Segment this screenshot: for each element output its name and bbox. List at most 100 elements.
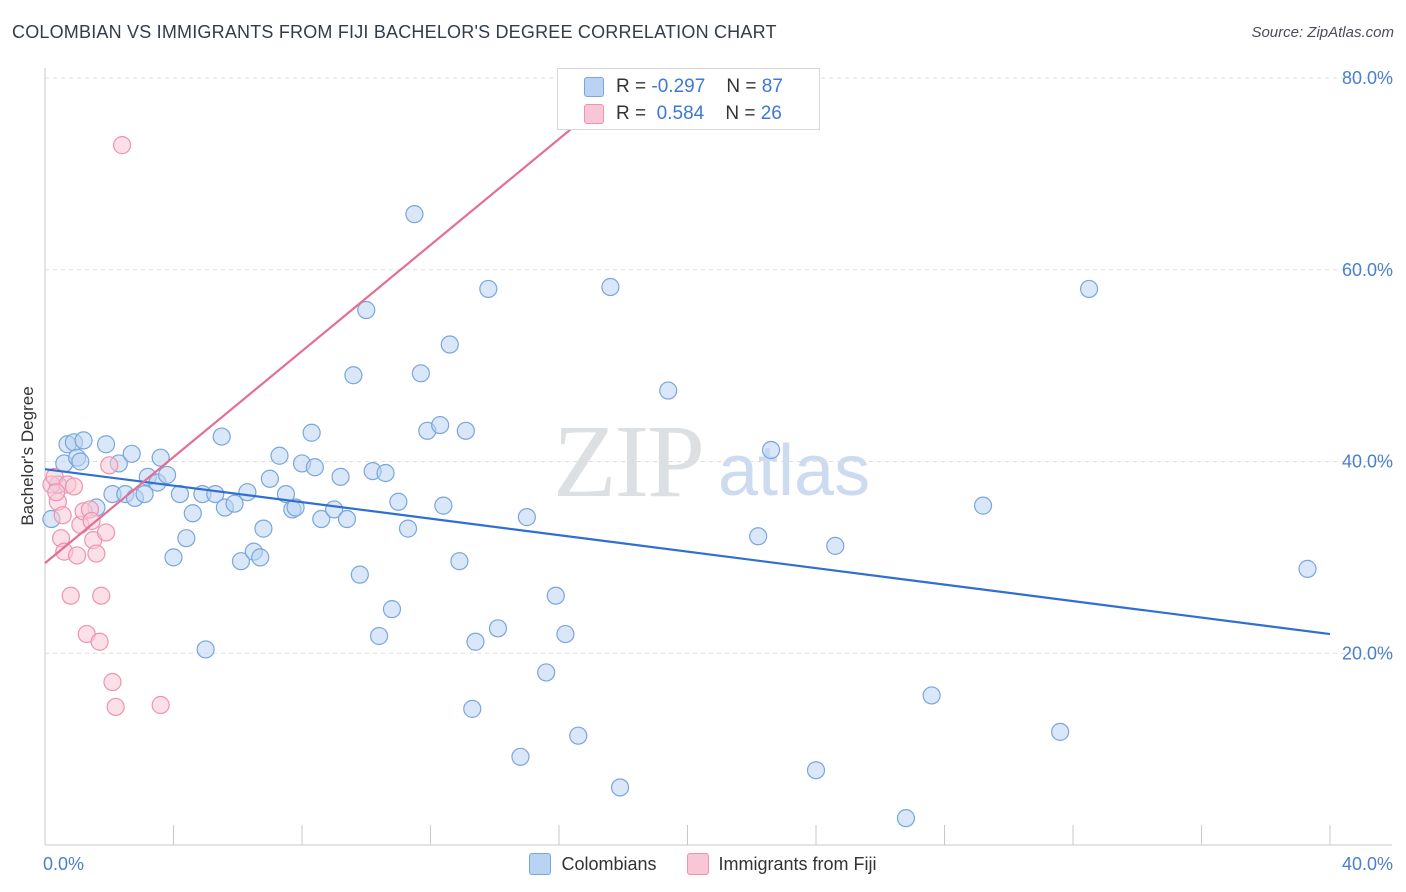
legend-r-value: -0.297: [651, 76, 706, 97]
y-axis-title: Bachelor's Degree: [18, 386, 37, 526]
point-colombians: [546, 586, 565, 605]
point-colombians: [177, 529, 196, 548]
point-colombians: [305, 458, 324, 477]
point-colombians: [456, 421, 475, 440]
point-fiji: [106, 697, 125, 717]
point-colombians: [659, 381, 678, 400]
point-colombians: [806, 761, 826, 780]
chart-title: COLOMBIAN VS IMMIGRANTS FROM FIJI BACHEL…: [12, 22, 777, 42]
legend-label-fiji: Immigrants from Fiji: [718, 853, 877, 874]
legend-n-label: N =: [726, 76, 757, 97]
source-credit: Source: ZipAtlas.com: [1251, 24, 1394, 41]
point-fiji: [47, 483, 66, 502]
y-tick-label: 40.0%: [1342, 452, 1393, 472]
point-colombians: [826, 536, 845, 555]
point-colombians: [398, 519, 418, 538]
legend-r-label: R =: [616, 76, 647, 97]
x-tick-label: 40.0%: [1342, 854, 1393, 874]
legend-n-value: 87: [761, 76, 783, 97]
point-colombians: [344, 366, 363, 385]
legend-r-value: 0.584: [656, 103, 705, 124]
point-colombians: [537, 663, 556, 682]
point-colombians: [556, 624, 575, 644]
legend-label-colombians: Colombians: [561, 853, 657, 874]
point-colombians: [337, 509, 357, 529]
point-fiji: [151, 695, 170, 715]
point-colombians: [251, 548, 270, 567]
point-colombians: [196, 640, 215, 659]
point-colombians: [331, 467, 350, 486]
legend-stats-colombians: R = -0.297 N = 87: [616, 76, 783, 98]
point-colombians: [225, 494, 244, 513]
point-colombians: [96, 435, 116, 454]
point-colombians: [350, 565, 369, 584]
legend-swatch-fiji: [686, 853, 709, 875]
point-fiji: [61, 586, 80, 605]
point-colombians: [164, 548, 183, 567]
point-colombians: [254, 519, 273, 538]
point-colombians: [376, 463, 395, 483]
trend-line-fiji: [44, 77, 634, 564]
point-fiji: [103, 672, 122, 692]
point-fiji: [64, 477, 84, 496]
correlation-legend: R = -0.297 N = 87 R = 0.584 N = 26: [557, 68, 820, 130]
point-colombians: [312, 509, 331, 529]
point-fiji: [82, 511, 101, 531]
point-colombians: [276, 484, 296, 504]
point-colombians: [1298, 559, 1317, 578]
trend-line-colombians: [44, 468, 1331, 636]
point-colombians: [135, 484, 154, 504]
legend-item-colombians[interactable]: Colombians: [529, 853, 657, 875]
point-colombians: [260, 469, 279, 488]
legend-row-fiji: R = 0.584 N = 26: [558, 100, 782, 128]
point-colombians: [270, 446, 289, 465]
point-colombians: [569, 726, 588, 745]
legend-swatch-fiji: [584, 104, 604, 124]
point-colombians: [450, 552, 469, 571]
point-colombians: [302, 423, 321, 442]
y-tick-label: 80.0%: [1342, 68, 1393, 88]
point-colombians: [212, 427, 231, 446]
point-colombians: [1051, 722, 1070, 741]
point-colombians: [122, 444, 141, 463]
series-legend: Colombians Immigrants from Fiji: [0, 850, 1406, 878]
point-colombians: [238, 483, 257, 502]
point-colombians: [71, 452, 90, 471]
legend-swatch-colombians: [529, 853, 552, 875]
point-colombians: [74, 431, 93, 450]
point-colombians: [1079, 279, 1099, 299]
legend-swatch-colombians: [584, 77, 604, 97]
point-colombians: [517, 508, 536, 527]
legend-n-label: N =: [725, 103, 756, 124]
point-colombians: [610, 778, 630, 797]
y-tick-label: 60.0%: [1342, 260, 1393, 280]
point-colombians: [382, 600, 402, 619]
point-fiji: [87, 544, 106, 563]
point-fiji: [96, 523, 116, 542]
point-colombians: [389, 492, 408, 511]
point-colombians: [231, 552, 251, 571]
point-colombians: [488, 619, 508, 638]
point-colombians: [157, 465, 177, 485]
point-colombians: [601, 277, 620, 297]
point-fiji: [92, 586, 111, 605]
legend-r-label: R =: [616, 103, 647, 124]
point-fiji: [112, 136, 132, 155]
point-colombians: [761, 440, 781, 460]
point-colombians: [466, 632, 485, 651]
legend-item-fiji[interactable]: Immigrants from Fiji: [686, 853, 877, 875]
point-fiji: [68, 546, 87, 565]
point-colombians: [440, 335, 459, 354]
point-colombians: [434, 496, 453, 515]
point-colombians: [479, 279, 498, 299]
point-colombians: [405, 205, 424, 224]
point-colombians: [896, 809, 916, 828]
x-tick-label: 0.0%: [43, 854, 84, 874]
point-colombians: [749, 527, 768, 546]
point-fiji: [90, 632, 109, 651]
point-colombians: [183, 504, 202, 523]
point-colombians: [511, 747, 530, 766]
point-colombians: [463, 699, 482, 718]
point-colombians: [973, 496, 993, 515]
